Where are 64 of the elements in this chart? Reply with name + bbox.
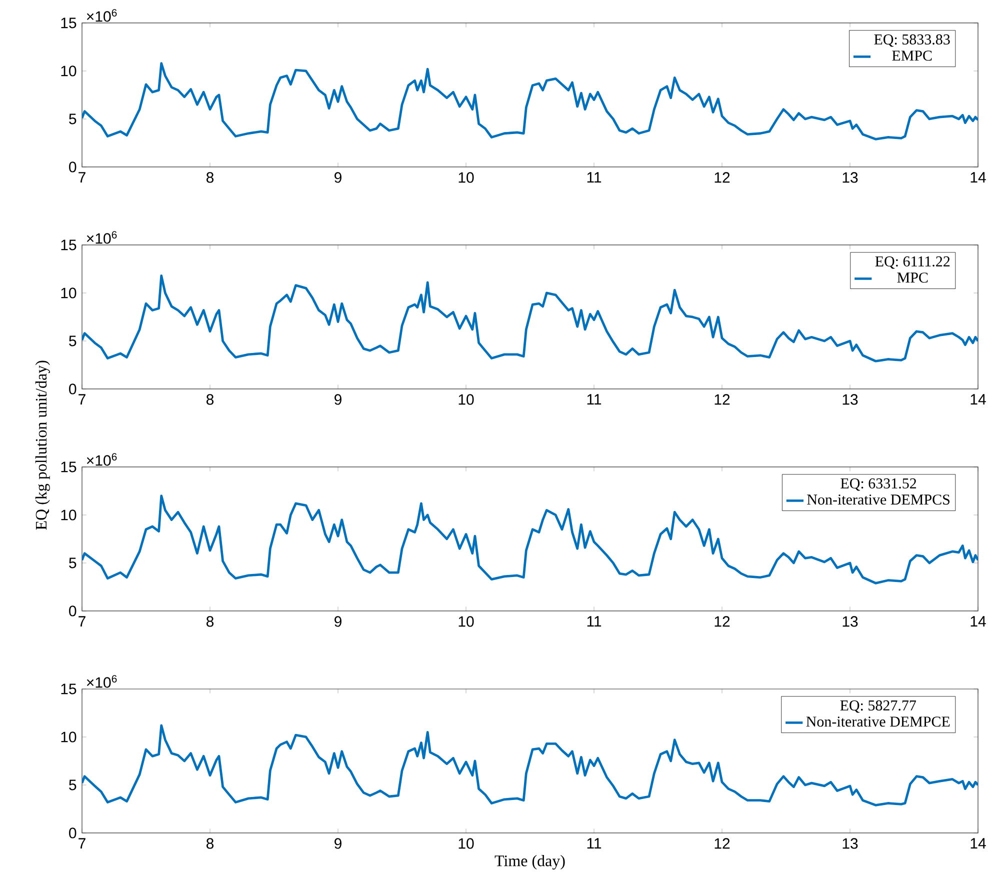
x-tick-label: 10	[458, 616, 474, 627]
y-tick-label: 15	[61, 240, 76, 250]
x-tick-label: 9	[334, 616, 342, 627]
x-tick-label: 14	[970, 838, 986, 849]
x-tick-label: 8	[206, 616, 214, 627]
x-tick-label: 10	[458, 838, 474, 849]
y-tick-label: 0	[69, 162, 76, 172]
x-tick-label: 14	[970, 394, 986, 405]
line-series	[82, 274, 978, 362]
x-tick-label: 9	[334, 838, 342, 849]
legend-title: EQ: 6111.22	[875, 256, 950, 269]
legend-label: Non-iterative DEMPCE	[806, 716, 950, 727]
legend-label: Non-iterative DEMPCS	[807, 494, 950, 505]
y-tick-label: 15	[61, 684, 76, 694]
x-tick-label: 10	[458, 172, 474, 183]
legend-title: EQ: 5827.77	[840, 700, 916, 713]
y-tick-label: 5	[69, 780, 76, 790]
y-tick-label: 10	[61, 732, 76, 742]
x-tick-label: 12	[714, 616, 730, 627]
x-tick-label: 8	[206, 838, 214, 849]
y-tick-label: 15	[61, 18, 76, 28]
y-tick-label: 0	[69, 828, 76, 838]
x-tick-label: 8	[206, 172, 214, 183]
y-tick-label: 10	[61, 66, 76, 76]
legend-label: MPC	[897, 272, 928, 283]
text: ×10$^{6}$	[86, 675, 117, 688]
x-axis-title: Time (day)	[494, 855, 565, 870]
y-tick-label: 5	[69, 114, 76, 124]
x-tick-label: 10	[458, 394, 474, 405]
x-tick-label: 11	[587, 172, 602, 183]
x-tick-label: 7	[78, 616, 86, 627]
text: ×10$^{6}$	[86, 9, 117, 22]
x-tick-label: 9	[334, 172, 342, 183]
y-axis-title: EQ (kg pollution unit/day)	[35, 360, 50, 530]
x-tick-label: 13	[842, 616, 858, 627]
x-tick-label: 11	[587, 616, 602, 627]
y-tick-label: 0	[69, 384, 76, 394]
x-tick-label: 12	[714, 838, 730, 849]
legend-label: EMPC	[892, 50, 932, 61]
legend-title: EQ: 5833.83	[874, 34, 950, 47]
legend-title: EQ: 6331.52	[840, 478, 916, 491]
x-tick-label: 13	[842, 838, 858, 849]
y-tick-label: 10	[61, 288, 76, 298]
y-tick-label: 10	[61, 510, 76, 520]
x-tick-label: 12	[714, 394, 730, 405]
x-tick-label: 11	[587, 838, 602, 849]
x-tick-label: 14	[970, 616, 986, 627]
x-tick-label: 7	[78, 838, 86, 849]
x-tick-label: 13	[842, 172, 858, 183]
x-tick-label: 7	[78, 394, 86, 405]
x-tick-label: 13	[842, 394, 858, 405]
y-tick-label: 5	[69, 336, 76, 346]
y-tick-label: 5	[69, 558, 76, 568]
text: ×10$^{6}$	[86, 453, 117, 466]
x-tick-label: 12	[714, 172, 730, 183]
x-tick-label: 7	[78, 172, 86, 183]
text: ×10$^{6}$	[86, 231, 117, 244]
y-tick-label: 15	[61, 462, 76, 472]
x-tick-label: 8	[206, 394, 214, 405]
x-tick-label: 14	[970, 172, 986, 183]
x-tick-label: 9	[334, 394, 342, 405]
y-tick-label: 0	[69, 606, 76, 616]
line-series	[82, 494, 978, 584]
x-tick-label: 11	[587, 394, 602, 405]
